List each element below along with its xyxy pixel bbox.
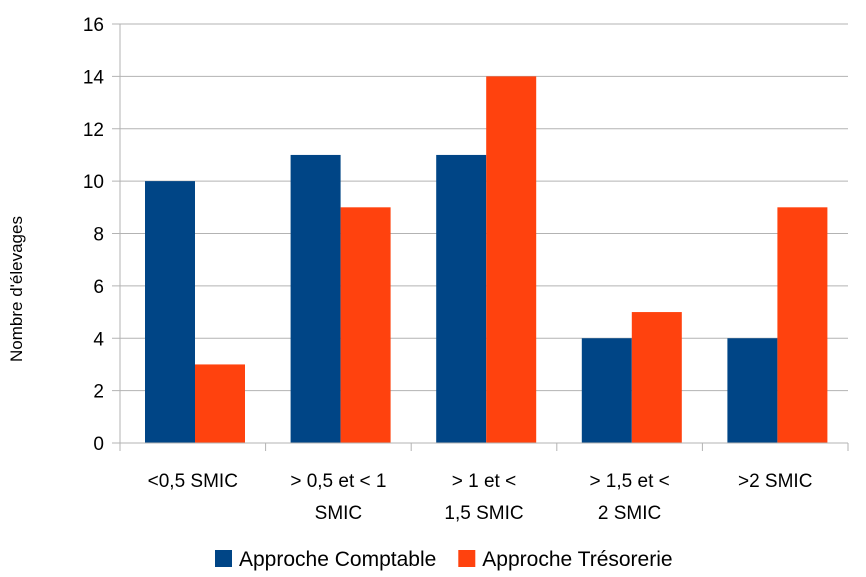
- x-category-label: >2 SMIC: [738, 471, 812, 492]
- x-category-label: > 1 et <: [452, 471, 516, 492]
- x-category-labels: <0,5 SMIC > 0,5 et < 1 SMIC > 1 et < 1,5 SMI…: [148, 471, 813, 524]
- x-category-label: 2 SMIC: [598, 503, 661, 524]
- legend-label: Approche Comptable: [239, 548, 436, 571]
- bar-tresorerie: [486, 76, 537, 443]
- bars-group: [145, 76, 828, 443]
- bar-comptable: [727, 338, 778, 443]
- legend-swatch: [215, 550, 232, 567]
- legend-label: Approche Trésorerie: [482, 548, 672, 571]
- bar-tresorerie: [777, 207, 828, 443]
- y-tick-label: 0: [93, 434, 104, 455]
- y-tick-label: 6: [93, 277, 104, 298]
- bar-comptable: [290, 154, 341, 443]
- bar-comptable: [145, 181, 195, 443]
- bar-tresorerie: [340, 207, 391, 443]
- y-tick-label: 4: [93, 329, 104, 350]
- y-tick-labels: 0 2 4 6 8 10 12 14 16: [83, 15, 105, 455]
- y-tick-label: 8: [93, 225, 104, 246]
- legend-swatch: [458, 550, 476, 567]
- y-tick-label: 12: [83, 120, 104, 141]
- bar-tresorerie: [631, 312, 682, 443]
- axes: [119, 24, 849, 451]
- x-category-label: <0,5 SMIC: [148, 471, 238, 492]
- y-axis-title: Nombre d'élevages: [7, 216, 26, 362]
- x-category-label: > 1,5 et <: [589, 471, 669, 492]
- x-category-label: > 0,5 et < 1: [290, 471, 386, 492]
- bar-tresorerie: [195, 364, 245, 443]
- x-category-label: SMIC: [315, 503, 363, 524]
- y-tick-label: 14: [83, 67, 105, 88]
- bar-comptable: [436, 154, 487, 443]
- legend: Approche Comptable Approche Trésorerie: [215, 548, 673, 571]
- y-tick-label: 10: [83, 172, 104, 193]
- y-tick-label: 16: [83, 15, 104, 36]
- y-tick-label: 2: [93, 382, 104, 403]
- x-category-label: 1,5 SMIC: [444, 503, 523, 524]
- bar-comptable: [581, 338, 632, 443]
